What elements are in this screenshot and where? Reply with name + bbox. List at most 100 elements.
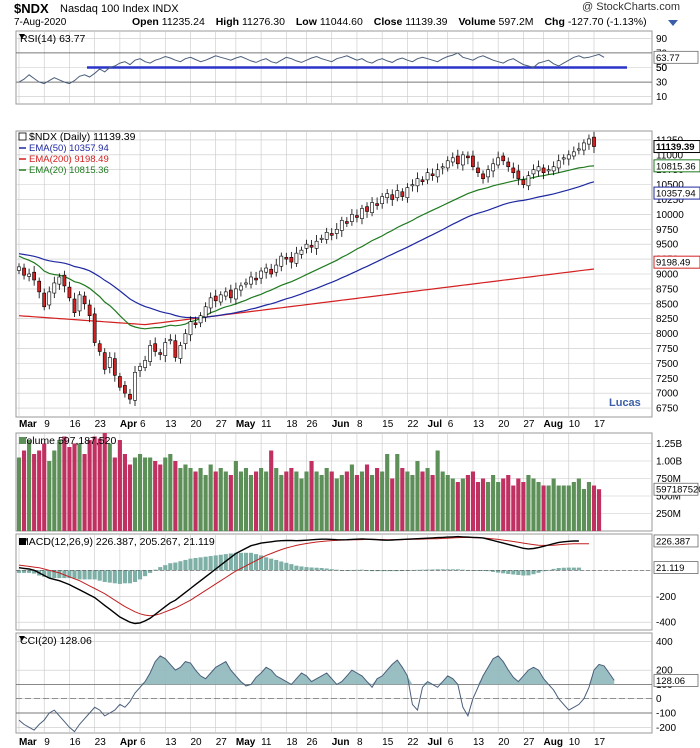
candle-body <box>128 394 132 400</box>
x-axis-label: Jun <box>332 419 350 430</box>
macd-histogram-bar <box>158 567 163 571</box>
cci-value-tag-label: 128.06 <box>656 676 685 687</box>
x-axis-label: Aug <box>544 737 563 748</box>
candle-body <box>208 297 213 309</box>
volume-bar <box>132 457 138 531</box>
macd-histogram-bar <box>143 570 148 577</box>
x-axis-label: 22 <box>407 419 419 430</box>
volume-bar <box>137 454 143 531</box>
volume-bar <box>37 450 42 531</box>
x-axis-label: Aug <box>544 419 563 430</box>
volume-bar <box>486 482 491 531</box>
volume-bar <box>27 440 32 531</box>
dropdown-arrow-icon[interactable] <box>668 20 678 26</box>
x-axis-label: 18 <box>286 419 298 430</box>
candle-body <box>42 292 47 308</box>
volume-bar <box>158 464 163 531</box>
rsi-value-tag <box>653 50 699 64</box>
x-axis-label: 26 <box>307 419 319 430</box>
candle-body <box>254 277 258 281</box>
macd-histogram-bar <box>163 565 168 571</box>
macd-histogram-bar <box>127 570 133 584</box>
candle-body <box>244 282 248 285</box>
ema-legend-label: EMA(50) 10357.94 <box>29 143 109 154</box>
volume-bar <box>173 461 178 531</box>
macd-histogram-bar <box>42 570 47 577</box>
macd-histogram-bar <box>178 561 183 571</box>
volume-bar <box>122 454 127 531</box>
candle-body <box>496 157 501 166</box>
price-tick-label: 7500 <box>656 359 679 370</box>
candle-body <box>183 333 188 345</box>
volume-value: 597.2M <box>498 16 534 28</box>
macd-histogram-bar <box>102 570 107 582</box>
candle-body <box>440 166 445 169</box>
macd-histogram-bar <box>112 570 117 584</box>
open-value: 11235.24 <box>161 16 205 28</box>
volume-bar <box>284 471 289 531</box>
x-axis-label: 11 <box>261 737 272 748</box>
macd-histogram-bar <box>213 555 218 571</box>
macd-histogram-bar <box>137 570 143 580</box>
x-axis-label: 20 <box>190 737 202 748</box>
x-axis-label: 23 <box>95 419 107 430</box>
macd-histogram-bar <box>87 570 92 580</box>
volume-bar <box>92 436 97 531</box>
candle-body <box>390 194 395 200</box>
macd-histogram-bar <box>395 570 400 572</box>
volume-bar <box>425 468 430 531</box>
macd-histogram-bar <box>168 563 173 571</box>
macd-histogram-bar <box>57 570 62 579</box>
volume-bar <box>334 478 339 531</box>
candle-body <box>501 155 506 162</box>
volume-bar <box>571 482 576 531</box>
volume-bar <box>314 471 319 531</box>
x-axis-label: 16 <box>69 419 81 430</box>
candle-body <box>299 249 304 255</box>
volume-bar <box>82 454 87 531</box>
candle-body <box>82 295 87 305</box>
candle-body <box>118 376 122 388</box>
macd-histogram-bar <box>77 570 82 580</box>
macd-histogram-bar <box>415 569 420 571</box>
macd-histogram-bar <box>97 570 102 581</box>
volume-bar <box>289 468 294 531</box>
candle-body <box>87 304 92 317</box>
macd-histogram-bar <box>284 562 289 571</box>
volume-bar <box>511 485 516 531</box>
x-axis-label: Mar <box>19 419 37 430</box>
volume-bar <box>370 475 375 531</box>
macd-histogram-bar <box>480 570 486 571</box>
macd-histogram-bar <box>546 569 551 571</box>
high-value: 11276.30 <box>241 16 285 28</box>
candle-body <box>173 340 178 358</box>
macd-histogram-bar <box>107 570 112 583</box>
candle-body <box>375 203 379 206</box>
volume-bar <box>279 475 284 531</box>
candle-body <box>102 352 107 370</box>
macd-histogram-bar <box>92 570 97 580</box>
candle-body <box>17 266 21 271</box>
candle-body <box>506 161 511 168</box>
x-axis-label: 15 <box>382 737 394 748</box>
volume-bar <box>127 464 133 531</box>
macd-histogram-bar <box>253 554 259 571</box>
macd-histogram-bar <box>430 569 435 571</box>
volume-bar <box>546 485 551 531</box>
candle-body <box>153 343 158 352</box>
symbol-label[interactable]: $NDX <box>14 1 49 16</box>
volume-bar <box>385 454 390 531</box>
price-tick-label: 9500 <box>656 240 679 251</box>
x-axis-label: 10 <box>569 737 581 748</box>
volume-bar <box>400 468 405 531</box>
x-axis-label: 13 <box>165 737 177 748</box>
macd-histogram-bar <box>531 570 536 575</box>
volume-bar <box>259 468 264 531</box>
x-axis-label: Mar <box>19 737 37 748</box>
brand-watermark[interactable]: @ StockCharts.com <box>582 1 680 13</box>
cci-tick-label: 0 <box>656 694 662 705</box>
volume-bar <box>576 478 581 531</box>
volume-bar <box>501 478 506 531</box>
candle-body <box>264 267 269 273</box>
candle-body <box>138 366 142 371</box>
